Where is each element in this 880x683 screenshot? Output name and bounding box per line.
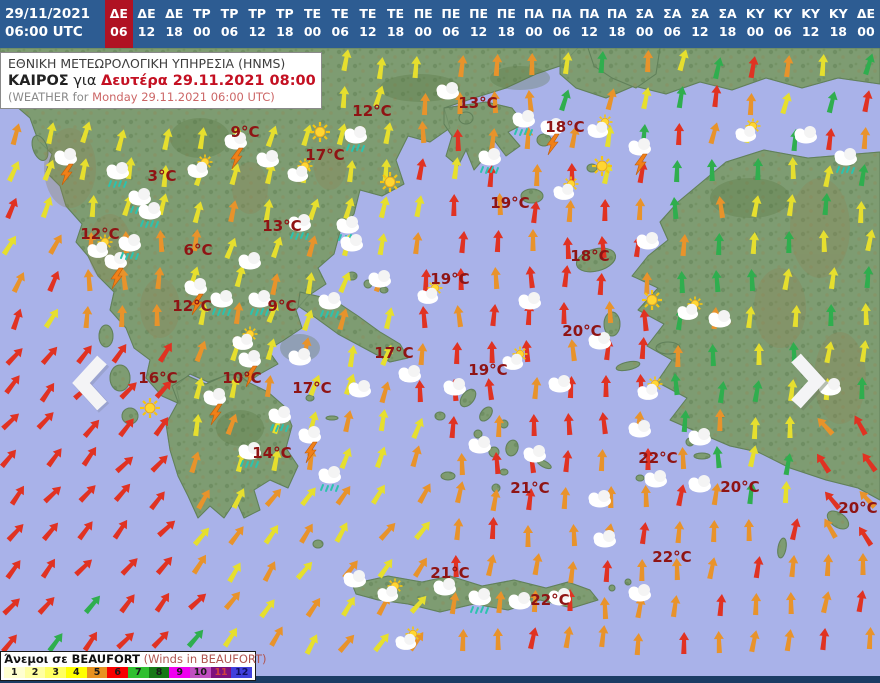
current-datetime: 29/11/2021 06:00 UTC bbox=[0, 0, 105, 48]
timestep-ΣΑ-06[interactable]: ΣΑ 06 bbox=[663, 6, 682, 39]
timestep-ΚΥ-18[interactable]: ΚΥ 18 bbox=[828, 6, 848, 39]
timestep-ΠΑ-18[interactable]: ΠΑ 18 bbox=[606, 6, 627, 39]
temperature-label: 22°C bbox=[530, 591, 570, 609]
timestep-ΔΕ-12[interactable]: ΔΕ 12 bbox=[137, 6, 156, 39]
timestep-ΚΥ-06[interactable]: ΚΥ 06 bbox=[773, 6, 793, 39]
temperature-label: 17°C bbox=[292, 379, 332, 397]
chevron-right-icon bbox=[791, 353, 829, 411]
weather-map bbox=[0, 48, 880, 676]
temperature-label: 17°C bbox=[374, 344, 414, 362]
beaufort-cell-7: 7 bbox=[128, 667, 149, 678]
chevron-left-icon bbox=[72, 355, 110, 413]
beaufort-cell-5: 5 bbox=[86, 667, 108, 678]
temperature-label: 22°C bbox=[652, 548, 692, 566]
timestep-ΣΑ-12[interactable]: ΣΑ 12 bbox=[690, 6, 710, 39]
timestep-ΤΡ-18[interactable]: ΤΡ 18 bbox=[276, 6, 294, 39]
temperature-label: 18°C bbox=[570, 247, 610, 265]
timestep-ΔΕ-18[interactable]: ΔΕ 18 bbox=[165, 6, 184, 39]
timestep-ΤΕ-06[interactable]: ΤΕ 06 bbox=[331, 6, 349, 39]
timestep-ΠΑ-00[interactable]: ΠΑ 00 bbox=[523, 6, 544, 39]
sun-icon bbox=[138, 396, 162, 420]
beaufort-cell-4: 4 bbox=[66, 667, 87, 678]
timestep-ΚΥ-00[interactable]: ΚΥ 00 bbox=[745, 6, 765, 39]
timestep-ΠΕ-00[interactable]: ΠΕ 00 bbox=[413, 6, 433, 39]
legend-title: Άνεμοι σε BEAUFORT (Winds in BEAUFORT) bbox=[4, 652, 267, 666]
beaufort-cell-1: 1 bbox=[4, 667, 25, 678]
beaufort-cell-6: 6 bbox=[107, 667, 129, 678]
temperature-label: 12°C bbox=[352, 102, 392, 120]
timestep-ΔΕ-06[interactable]: ΔΕ 06 bbox=[105, 0, 133, 48]
temperature-label: 12°C bbox=[80, 225, 120, 243]
timestep-bar: 29/11/2021 06:00 UTC ΔΕ 06 ΔΕ 12 ΔΕ 18 ΤΡ 00 ΤΡ 0… bbox=[0, 0, 880, 48]
timestep-ΤΡ-00[interactable]: ΤΡ 00 bbox=[193, 6, 211, 39]
time-columns: ΔΕ 06 ΔΕ 12 ΔΕ 18 ΤΡ 00 ΤΡ 06 ΤΡ 12 ΤΡ 18 ΤΕ 00 ΤΕ 06 ΤΕ 12… bbox=[105, 0, 880, 48]
temperature-label: 20°C bbox=[838, 499, 878, 517]
timestep-ΤΕ-18[interactable]: ΤΕ 18 bbox=[386, 6, 405, 39]
forecast-title-el: ΚΑΙΡΟΣ για Δευτέρα 29.11.2021 08:00 bbox=[8, 72, 316, 89]
legend-subtitle: (Winds in BEAUFORT) bbox=[139, 652, 267, 666]
temperature-label: 13°C bbox=[458, 94, 498, 112]
beaufort-cell-3: 3 bbox=[45, 667, 67, 678]
beaufort-legend: Άνεμοι σε BEAUFORT (Winds in BEAUFORT) 1… bbox=[0, 651, 267, 681]
timestep-ΠΑ-06[interactable]: ΠΑ 06 bbox=[551, 6, 572, 39]
timestep-ΣΑ-00[interactable]: ΣΑ 00 bbox=[635, 6, 654, 39]
temperature-label: 9°C bbox=[230, 123, 260, 141]
timestep-ΤΕ-12[interactable]: ΤΕ 12 bbox=[359, 6, 377, 39]
next-timestep-button[interactable] bbox=[786, 350, 830, 412]
timestep-ΠΕ-18[interactable]: ΠΕ 18 bbox=[496, 6, 516, 39]
temperature-label: 20°C bbox=[720, 478, 760, 496]
beaufort-cell-10: 10 bbox=[190, 667, 211, 678]
timestep-ΤΡ-06[interactable]: ΤΡ 06 bbox=[220, 6, 239, 39]
temperature-label: 17°C bbox=[305, 146, 345, 164]
beaufort-cell-11: 11 bbox=[210, 667, 232, 678]
forecast-info-box: ΕΘΝΙΚΗ ΜΕΤΕΩΡΟΛΟΓΙΚΗ ΥΠΗΡΕΣΙΑ (HNMS) ΚΑΙ… bbox=[0, 52, 322, 110]
beaufort-scale: 1 2 3 4 5 6 7 8 9 10 11 12 bbox=[4, 667, 253, 678]
prev-timestep-button[interactable] bbox=[68, 352, 112, 414]
temperature-label: 6°C bbox=[183, 241, 213, 259]
timestep-ΚΥ-12[interactable]: ΚΥ 12 bbox=[801, 6, 820, 39]
temperature-label: 10°C bbox=[222, 369, 262, 387]
temperature-label: 19°C bbox=[490, 194, 530, 212]
temperature-label: 21°C bbox=[510, 479, 550, 497]
current-utc: 06:00 UTC bbox=[5, 24, 83, 40]
sun-icon bbox=[378, 170, 402, 194]
beaufort-cell-9: 9 bbox=[169, 667, 191, 678]
sun-icon bbox=[640, 288, 664, 312]
bottom-strip bbox=[0, 676, 880, 683]
temperature-label: 20°C bbox=[562, 322, 602, 340]
timestep-ΤΡ-12[interactable]: ΤΡ 12 bbox=[248, 6, 267, 39]
agency-title: ΕΘΝΙΚΗ ΜΕΤΕΩΡΟΛΟΓΙΚΗ ΥΠΗΡΕΣΙΑ (HNMS) bbox=[8, 56, 286, 71]
temperature-label: 21°C bbox=[430, 564, 470, 582]
temperature-label: 3°C bbox=[147, 167, 177, 185]
temperature-label: 9°C bbox=[267, 297, 297, 315]
beaufort-cell-2: 2 bbox=[24, 667, 46, 678]
beaufort-cell-8: 8 bbox=[148, 667, 170, 678]
temperature-label: 18°C bbox=[545, 118, 585, 136]
current-date: 29/11/2021 bbox=[5, 6, 91, 22]
timestep-ΠΕ-12[interactable]: ΠΕ 12 bbox=[469, 6, 489, 39]
temperature-label: 16°C bbox=[138, 369, 178, 387]
timestep-ΠΑ-12[interactable]: ΠΑ 12 bbox=[579, 6, 600, 39]
beaufort-cell-12: 12 bbox=[231, 667, 253, 678]
forecast-title-en: (WEATHER for Monday 29.11.2021 06:00 UTC… bbox=[8, 89, 275, 104]
temperature-label: 22°C bbox=[638, 449, 678, 467]
temperature-label: 12°C bbox=[172, 297, 212, 315]
temperature-label: 13°C bbox=[262, 217, 302, 235]
mountain-shading bbox=[44, 128, 866, 424]
temperature-label: 14°C bbox=[252, 444, 292, 462]
timestep-ΠΕ-06[interactable]: ΠΕ 06 bbox=[441, 6, 461, 39]
temperature-label: 19°C bbox=[468, 361, 508, 379]
sun-icon bbox=[590, 154, 614, 178]
timestep-ΤΕ-00[interactable]: ΤΕ 00 bbox=[303, 6, 322, 39]
sun-icon bbox=[308, 120, 332, 144]
temperature-label: 19°C bbox=[430, 270, 470, 288]
timestep-ΔΕ-00[interactable]: ΔΕ 00 bbox=[856, 6, 876, 39]
timestep-ΣΑ-18[interactable]: ΣΑ 18 bbox=[718, 6, 737, 39]
